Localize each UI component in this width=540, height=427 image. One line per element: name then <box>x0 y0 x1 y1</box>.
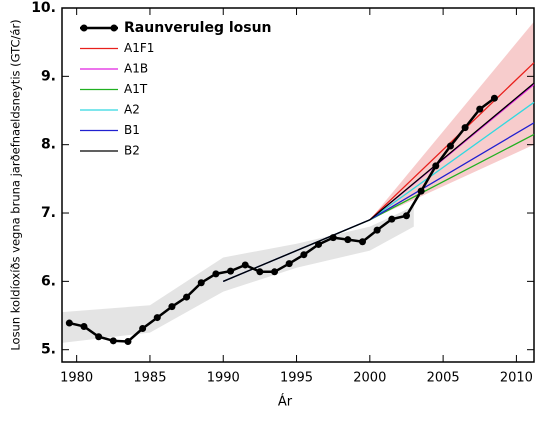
data-point <box>373 226 381 234</box>
legend-marker <box>80 24 88 32</box>
data-point <box>329 234 337 242</box>
legend-label: A1T <box>124 82 148 96</box>
data-point <box>315 240 323 248</box>
x-tick-label: 1995 <box>280 371 313 386</box>
legend-label: Raunveruleg losun <box>124 20 272 36</box>
plot-frame <box>61 7 535 363</box>
data-point <box>271 268 279 276</box>
data-point <box>80 322 88 330</box>
y-tick-label: 7. <box>41 205 56 221</box>
data-point <box>256 268 264 276</box>
data-point <box>417 187 425 195</box>
x-axis-label: Ár <box>278 394 293 410</box>
data-point <box>197 279 205 287</box>
x-tick-label: 2000 <box>353 371 386 386</box>
legend-label: B1 <box>124 123 140 137</box>
legend-label: A1F1 <box>124 41 154 55</box>
data-point <box>476 105 484 113</box>
x-tick-label: 2010 <box>500 371 533 386</box>
x-tick-label: 1990 <box>207 371 240 386</box>
y-tick-label: 10. <box>31 0 56 16</box>
data-point <box>95 333 103 341</box>
legend-label: A1B <box>124 62 148 76</box>
data-point <box>461 124 469 132</box>
data-point <box>139 325 147 333</box>
data-point <box>490 94 498 102</box>
legend-label: A2 <box>124 103 140 117</box>
legend-marker <box>110 24 118 32</box>
data-point <box>227 267 235 275</box>
y-tick-label: 6. <box>41 273 56 289</box>
data-point <box>168 303 176 311</box>
data-point <box>212 270 220 278</box>
y-axis-label: Losun koldíoxíðs vegna bruna jarðefnaeld… <box>9 19 23 350</box>
legend-label: B2 <box>124 144 140 158</box>
data-point <box>344 236 352 244</box>
uncertainty-band <box>369 21 534 220</box>
data-point <box>124 337 132 345</box>
data-point <box>183 293 191 301</box>
y-tick-label: 8. <box>41 137 56 153</box>
data-point <box>402 212 410 220</box>
x-tick-label: 2005 <box>427 371 460 386</box>
data-point <box>153 314 161 322</box>
data-point <box>432 162 440 170</box>
data-point <box>285 260 293 268</box>
y-tick-label: 5. <box>41 342 56 358</box>
series-line <box>222 82 535 282</box>
data-point <box>241 261 249 269</box>
data-point <box>388 215 396 223</box>
x-tick-label: 1985 <box>133 371 166 386</box>
data-point <box>358 238 366 246</box>
x-tick-label: 1980 <box>60 371 93 386</box>
data-point <box>65 319 73 327</box>
data-point <box>446 142 454 150</box>
data-point <box>300 251 308 259</box>
data-point <box>109 337 117 345</box>
y-tick-label: 9. <box>41 68 56 84</box>
